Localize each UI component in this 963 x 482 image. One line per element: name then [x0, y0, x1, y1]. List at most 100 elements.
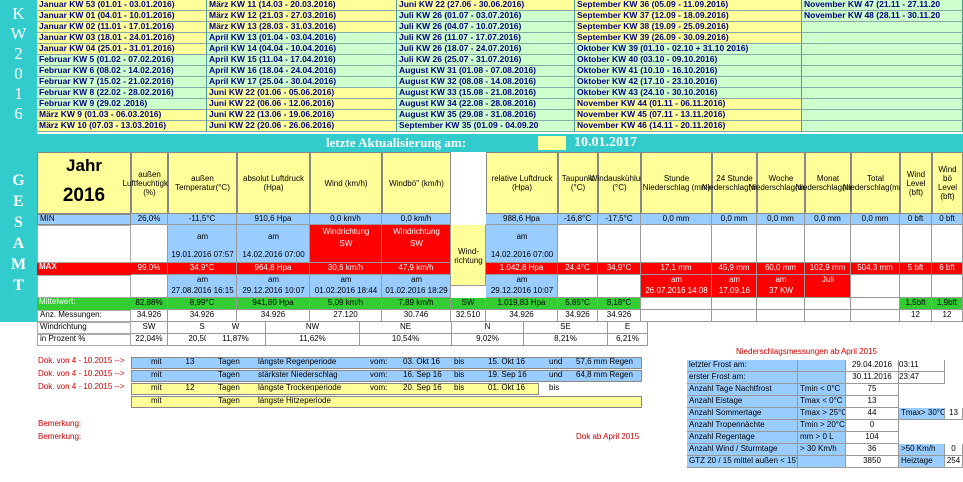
blank-cell: [900, 225, 932, 263]
min-value: 0,0 mm: [805, 214, 851, 225]
row-label-anz: Anz. Messungen:: [37, 310, 131, 322]
row-label-mittel: Mittelwert:: [37, 298, 131, 310]
periode-und: und: [549, 371, 563, 379]
min-value: -16,8°C: [558, 214, 598, 225]
min-am: [237, 225, 310, 263]
row-label-blank: [37, 225, 131, 263]
min-value: -11,5°C: [168, 214, 237, 225]
stat-cond: > 30 Km/h: [798, 444, 846, 456]
max-am-box: [712, 275, 757, 298]
wind-dir: E: [608, 322, 648, 334]
kw-cell: Oktober KW 42 (17.10 - 23.10.2016): [575, 77, 802, 88]
max-value: 34,9°C: [168, 263, 237, 275]
kw-cell: März KW 9 (01.03 - 06.03.2016): [37, 110, 207, 121]
row-label-blank2: [37, 275, 131, 298]
kw-cell: Januar KW 01 (04.01 - 10.01.2016): [37, 11, 207, 22]
anz-value: 34.926: [237, 310, 310, 322]
mittel-value: 1,5bft: [900, 298, 932, 310]
blank-cell: [598, 275, 641, 298]
kw-cell: Oktober KW 41 (10.10 - 16.10.2016): [575, 66, 802, 77]
kw-cell: [802, 66, 963, 77]
min-value: 26,0%: [131, 214, 168, 225]
max-am-label: am: [340, 276, 352, 284]
periode-vom: vom:: [370, 371, 388, 379]
kw-cell: Februar KW 5 (01.02 - 07.02.2016): [37, 55, 207, 66]
periode-und: bis: [549, 384, 560, 392]
wind-dir: W: [206, 322, 266, 334]
stat-cond: Tmin > 20°C: [798, 420, 846, 432]
max-am-date: 29.12.2016 10:07: [242, 287, 305, 295]
min-am-date: 14.02.2016 07:00: [242, 251, 305, 259]
anz-value: 34.926: [168, 310, 237, 322]
blank-cell: [598, 225, 641, 263]
stat-label: Anzahl Eistage: [687, 396, 798, 408]
column-header: absolut Luftdruck (Hpa): [237, 152, 310, 214]
periode-mit: mit: [151, 358, 162, 366]
max-am-date: 29.12.2016 10:07: [490, 287, 554, 295]
kw-cell: Januar KW 04 (25.01 - 31.01.2016): [37, 44, 207, 55]
windrichtung-box: [451, 225, 486, 286]
periode-text: längste Hitzeperiode: [258, 397, 331, 405]
min-value: 0,0 mm: [641, 214, 712, 225]
blank-cell: [851, 275, 900, 298]
stat-label: Anzahl Wind / Sturmtage: [687, 444, 798, 456]
periode-dok: Dok. von 4 - 10.2015 -->: [38, 357, 125, 365]
blank-cell: [932, 225, 963, 263]
min-am-label: am: [267, 233, 280, 241]
update-label: letzte Aktualisierung am:: [326, 136, 467, 150]
min-value: 0 bft: [932, 214, 963, 225]
periode-mit: mit: [151, 371, 162, 379]
stat-cond: Tmin < 0°C: [798, 384, 846, 396]
periode-mit: mit: [151, 397, 162, 405]
kw-cell: August KW 32 (08.08 - 14.08.2016): [397, 77, 575, 88]
stat-cond: [798, 456, 846, 468]
periode-bis-date: 19. Sep 16: [488, 371, 527, 379]
kw-cell: September KW 39 (26.09 - 30.09.2016): [575, 33, 802, 44]
kw-cell: Februar KW 6 (08.02 - 14.02.2016): [37, 66, 207, 77]
column-header: Windauskühlung (°C): [590, 152, 649, 214]
max-am-box: [168, 275, 237, 298]
stat-extra: 03:11: [899, 360, 945, 372]
kw-cell: Juni KW 22 (13.06 - 19.06.2016): [207, 110, 397, 121]
max-value: 1.042,8 Hpa: [486, 263, 558, 275]
stat-label: Anzahl Regentage: [687, 432, 798, 444]
periode-text: längste Regenperiode: [258, 358, 337, 366]
kw-cell: April KW 17 (25.04 - 30.04.2016): [207, 77, 397, 88]
column-header: Wind Level (bft): [900, 152, 932, 214]
kw-cell: Juli KW 26 (04.07 - 10.07.2016): [397, 22, 575, 33]
periode-text: längste Trockenperiode: [258, 384, 342, 392]
blank-cell: [558, 225, 598, 263]
anz-value: 34.926: [131, 310, 168, 322]
kw-cell: Juni KW 22 (01.06 - 05.06.2016): [207, 88, 397, 99]
kw-cell: [802, 33, 963, 44]
periode-n: 13: [185, 358, 195, 366]
column-header: Windbö" (km/h): [382, 152, 451, 214]
max-am-box: [805, 275, 851, 298]
column-header: 24 Stunde Niederschlag(mm): [702, 152, 767, 214]
column-header: relative Luftdruck (Hpa): [486, 152, 558, 214]
kw-cell: April KW 15 (11.04 - 17.04.2016): [207, 55, 397, 66]
mittel-value: [712, 298, 757, 310]
stat-extra: >50 Km/h: [899, 444, 945, 456]
max-value: 24,4°C: [558, 263, 598, 275]
min-wind-label: Windrichtung: [393, 228, 440, 236]
max-value: 964,8 Hpa: [237, 263, 310, 275]
min-value: 988,6 Hpa: [486, 214, 558, 225]
min-am: [168, 225, 237, 263]
periode-von: 16. Sep 16: [403, 371, 442, 379]
anz-value: 12: [900, 310, 932, 322]
row-label-prozent: in Prozent %: [37, 334, 131, 346]
stat-cond: mm > 0 L: [798, 432, 846, 444]
kw-cell: Februar KW 9 (29.02 .2016): [37, 99, 207, 110]
min-am-date: 14.02.2016 07:00: [490, 251, 554, 259]
kw-cell: September KW 38 (19.09 - 25.09.2016): [575, 22, 802, 33]
periode-dok: Dok. von 4 - 10.2015 -->: [38, 370, 125, 378]
stat-value: 0: [846, 420, 899, 432]
max-value: 45,9 mm: [712, 263, 757, 275]
kw-cell: September KW 35 (01.09 - 04.09.20: [397, 121, 575, 132]
column-header: außen Temperatur(°C): [168, 152, 237, 214]
mittel-value: 5,09 km/h: [310, 298, 382, 310]
anz-value: [641, 310, 712, 322]
min-wind-dir: SW: [410, 240, 423, 248]
